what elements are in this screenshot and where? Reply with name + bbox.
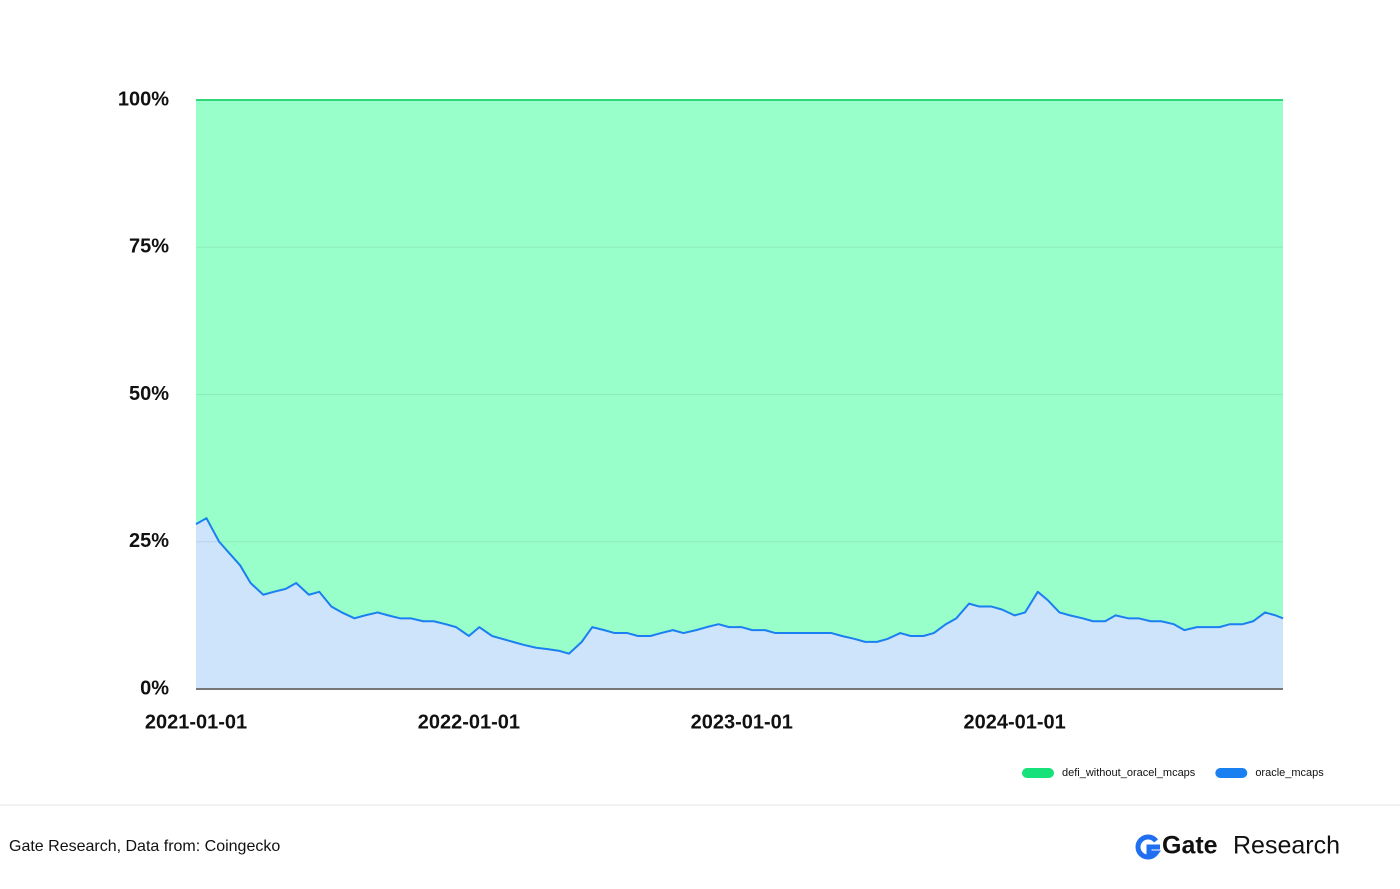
y-tick-label: 0% (140, 677, 169, 699)
area-fill (196, 518, 1283, 689)
y-tick-label: 50% (129, 383, 169, 405)
brand-logo: Gate Research (1135, 832, 1340, 860)
source-note: Gate Research, Data from: Coingecko (9, 838, 280, 855)
legend-swatch (1215, 768, 1248, 778)
x-tick-label: 2023-01-01 (691, 711, 793, 733)
x-tick-label: 2022-01-01 (418, 711, 520, 733)
x-tick-label: 2024-01-01 (963, 711, 1065, 733)
y-tick-label: 75% (129, 236, 169, 258)
logo-icon (1135, 834, 1162, 860)
brand-name: Gate (1162, 832, 1218, 860)
y-tick-label: 25% (129, 530, 169, 552)
legend: defi_without_oracel_mcaps oracle_mcaps (1022, 767, 1324, 779)
y-tick-label: 100% (118, 88, 169, 110)
legend-label: defi_without_oracel_mcaps (1062, 767, 1196, 779)
area-fill (196, 100, 1283, 654)
legend-swatch (1022, 768, 1054, 778)
plot-area (195, 99, 1284, 690)
brand-suffix: Research (1233, 832, 1340, 860)
series-line (195, 517, 1284, 655)
x-tick-label: 2021-01-01 (145, 711, 247, 733)
legend-label: oracle_mcaps (1255, 767, 1324, 779)
